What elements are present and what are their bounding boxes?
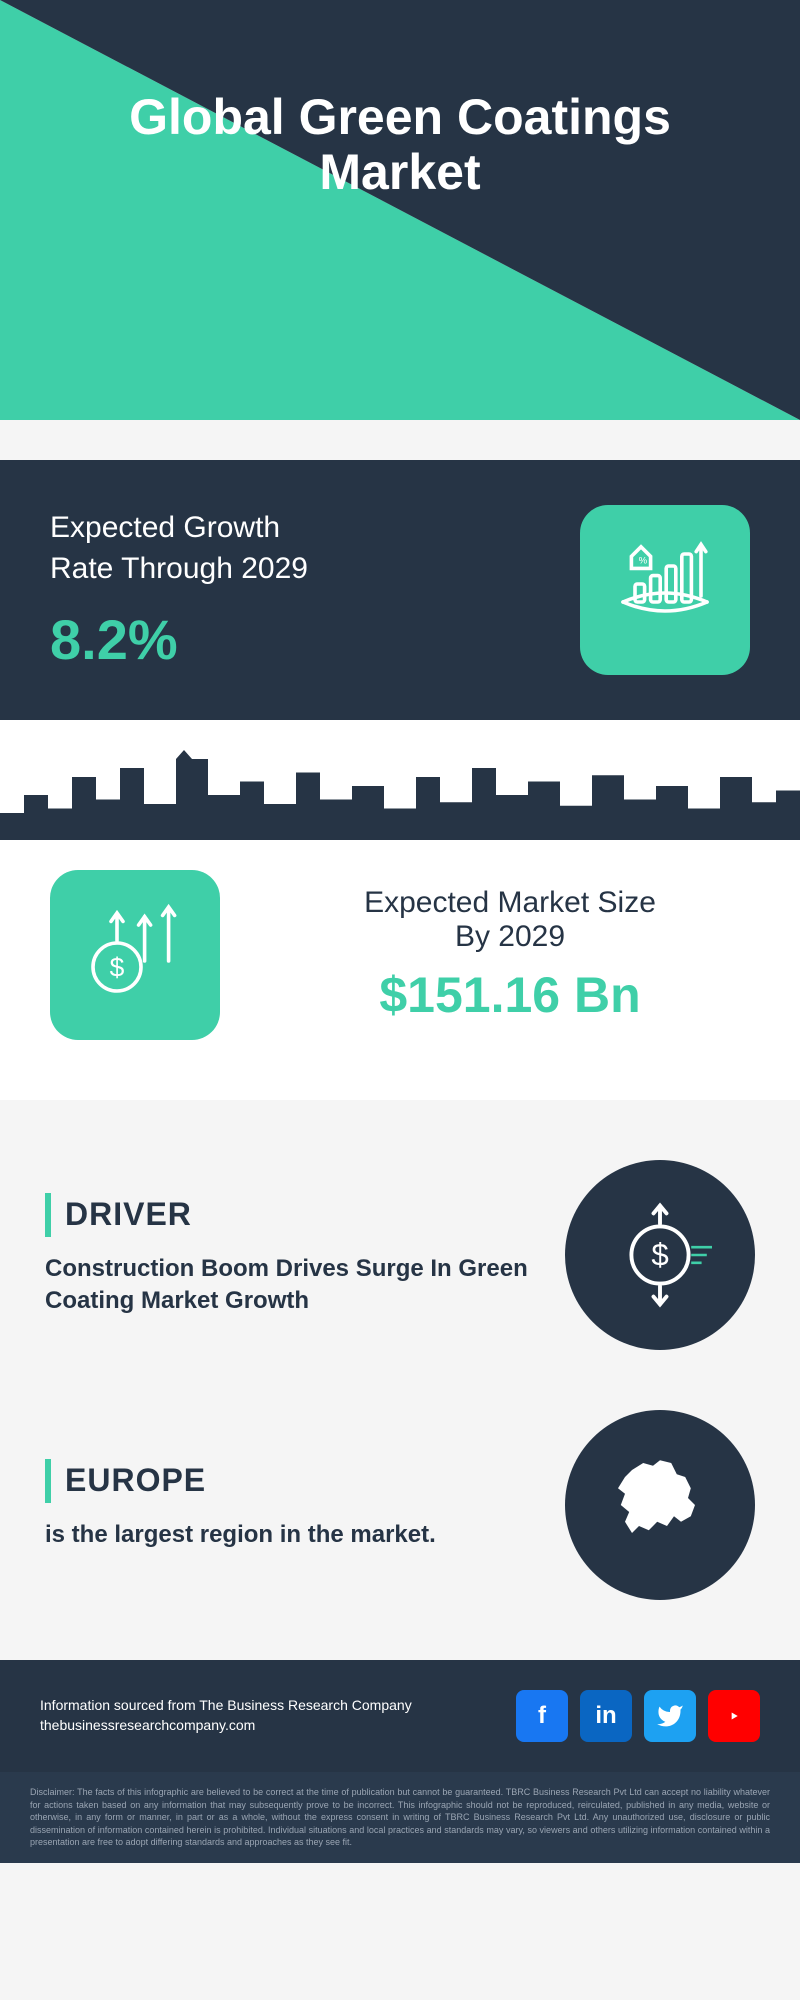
region-body: is the largest region in the market. — [45, 1519, 535, 1551]
market-text: Expected Market Size By 2029 $151.16 Bn — [270, 886, 750, 1024]
svg-text:$: $ — [651, 1237, 668, 1272]
city-silhouette — [0, 750, 800, 840]
spacer — [0, 420, 800, 460]
svg-text:$: $ — [110, 953, 125, 983]
growth-band: Expected Growth Rate Through 2029 8.2% % — [0, 460, 800, 720]
growth-chart-icon: % — [580, 505, 750, 675]
linkedin-icon[interactable]: in — [580, 1690, 632, 1742]
skyline-divider — [0, 720, 800, 840]
facebook-icon[interactable]: f — [516, 1690, 568, 1742]
accent-bar — [45, 1193, 51, 1237]
title-line2: Market — [319, 144, 480, 200]
growth-value: 8.2% — [50, 607, 308, 672]
market-dollar-icon: $ — [50, 870, 220, 1040]
dark-triangle — [0, 0, 800, 420]
driver-body: Construction Boom Drives Surge In Green … — [45, 1253, 535, 1318]
social-icons: f in — [516, 1690, 760, 1742]
driver-dollar-icon: $ — [565, 1160, 755, 1350]
page-title: Global Green Coatings Market — [0, 90, 800, 200]
driver-heading: DRIVER — [65, 1196, 192, 1233]
growth-text: Expected Growth Rate Through 2029 8.2% — [50, 508, 308, 672]
driver-card: DRIVER Construction Boom Drives Surge In… — [45, 1130, 755, 1380]
region-heading: EUROPE — [65, 1462, 206, 1499]
header-section: Global Green Coatings Market — [0, 0, 800, 420]
youtube-icon[interactable] — [708, 1690, 760, 1742]
infographic-page: Global Green Coatings Market Expected Gr… — [0, 0, 800, 1863]
accent-bar — [45, 1459, 51, 1503]
disclaimer-text: Disclaimer: The facts of this infographi… — [0, 1772, 800, 1863]
region-card: EUROPE is the largest region in the mark… — [45, 1380, 755, 1630]
title-line1: Global Green Coatings — [129, 89, 671, 145]
twitter-icon[interactable] — [644, 1690, 696, 1742]
cards-section: DRIVER Construction Boom Drives Surge In… — [0, 1100, 800, 1660]
market-value: $151.16 Bn — [270, 966, 750, 1024]
footer: Information sourced from The Business Re… — [0, 1660, 800, 1772]
growth-label: Expected Growth Rate Through 2029 — [50, 508, 308, 589]
market-band: $ Expected Market Size By 2029 $151.16 B… — [0, 840, 800, 1100]
market-label: Expected Market Size By 2029 — [270, 886, 750, 954]
europe-map-icon — [565, 1410, 755, 1600]
svg-text:%: % — [639, 556, 648, 567]
footer-text: Information sourced from The Business Re… — [40, 1696, 412, 1735]
